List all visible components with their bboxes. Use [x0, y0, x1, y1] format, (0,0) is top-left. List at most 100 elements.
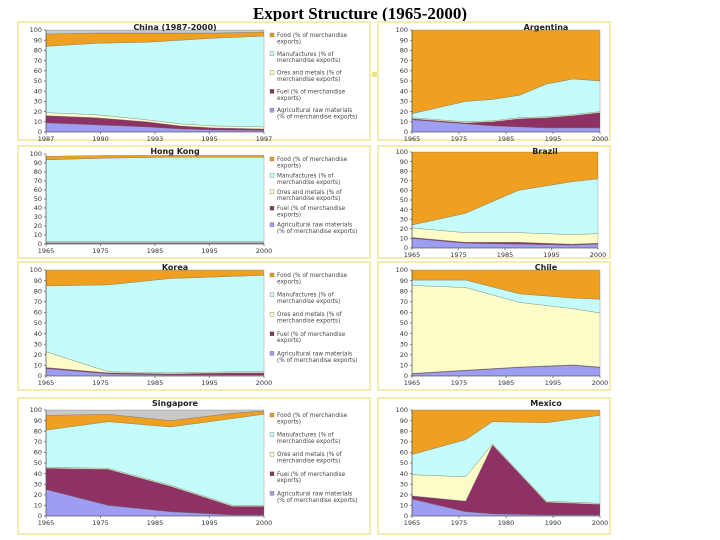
- y-tick-label: 40: [34, 330, 42, 338]
- legend-label: exports): [277, 39, 301, 45]
- y-tick-label: 60: [400, 449, 408, 457]
- y-tick-label: 10: [400, 502, 408, 510]
- legend-swatch: [269, 331, 275, 336]
- y-tick-label: 20: [400, 491, 408, 499]
- legend-label: merchandise exports): [277, 459, 340, 465]
- y-tick-label: 70: [400, 177, 408, 185]
- y-tick-label: 50: [34, 77, 42, 85]
- x-tick-label: 1995: [201, 135, 218, 143]
- y-tick-label: 20: [34, 351, 42, 359]
- area-manufactures: [45, 35, 265, 128]
- x-tick-label: 1995: [201, 247, 218, 255]
- x-tick-label: 1985: [147, 379, 164, 387]
- y-tick-label: 90: [400, 417, 408, 425]
- y-tick-label: 20: [34, 222, 42, 230]
- legend-label: Food (% of merchandise: [277, 413, 348, 419]
- area-food: [411, 29, 601, 114]
- legend-swatch: [269, 206, 275, 211]
- y-tick-label: 100: [396, 266, 408, 274]
- x-tick-label: 1995: [201, 379, 218, 387]
- y-tick-label: 20: [400, 351, 408, 359]
- y-tick-label: 10: [34, 118, 42, 126]
- x-tick-label: 2000: [592, 519, 609, 527]
- y-tick-label: 30: [34, 213, 42, 221]
- x-tick-label: 1985: [147, 247, 164, 255]
- legend-label: exports): [277, 96, 301, 102]
- legend-label: Ores and metals (% of: [277, 190, 343, 196]
- y-tick-label: 100: [30, 150, 42, 158]
- y-tick-label: 50: [400, 319, 408, 327]
- x-tick-label: 2000: [592, 135, 609, 143]
- legend-label: Manufactures (% of: [277, 52, 334, 58]
- y-tick-label: 10: [400, 235, 408, 243]
- y-tick-label: 50: [34, 319, 42, 327]
- y-tick-label: 50: [400, 77, 408, 85]
- area-food: [411, 269, 601, 300]
- legend-label: (% of merchandise exports): [277, 229, 357, 235]
- legend-label: (% of merchandise exports): [277, 115, 357, 121]
- y-tick-label: 100: [396, 406, 408, 414]
- x-tick-label: 1987: [38, 135, 55, 143]
- legend-swatch: [269, 108, 275, 113]
- x-tick-label: 1975: [451, 379, 468, 387]
- y-tick-label: 20: [400, 108, 408, 116]
- y-tick-label: 0: [404, 512, 408, 520]
- legend-label: exports): [277, 213, 301, 219]
- y-tick-label: 90: [34, 36, 42, 44]
- legend-swatch: [269, 32, 275, 38]
- x-tick-label: 2000: [256, 379, 273, 387]
- y-tick-label: 60: [34, 67, 42, 75]
- legend-label: (% of merchandise exports): [277, 358, 357, 364]
- legend-label: Ores and metals (% of: [277, 452, 343, 458]
- panel-title: Singapore: [152, 399, 198, 408]
- x-tick-label: 1975: [92, 519, 109, 527]
- legend-label: Fuel (% of merchandise: [277, 89, 346, 95]
- y-tick-label: 60: [34, 449, 42, 457]
- legend-label: Manufactures (% of: [277, 173, 334, 179]
- legend-label: Food (% of merchandise: [277, 33, 348, 39]
- y-tick-label: 30: [34, 340, 42, 348]
- y-tick-label: 60: [34, 309, 42, 317]
- legend-label: exports): [277, 279, 301, 285]
- legend-label: exports): [277, 478, 301, 484]
- legend-label: Food (% of merchandise: [277, 157, 348, 163]
- legend-swatch: [269, 173, 275, 178]
- x-tick-label: 1985: [147, 519, 164, 527]
- panel-title: Korea: [162, 263, 188, 272]
- y-tick-label: 0: [404, 128, 408, 136]
- legend-label: Agricultural raw materials: [277, 223, 352, 229]
- y-tick-label: 30: [400, 480, 408, 488]
- y-tick-label: 80: [34, 168, 42, 176]
- y-tick-label: 30: [400, 215, 408, 223]
- x-tick-label: 1985: [497, 251, 514, 259]
- y-tick-label: 40: [400, 470, 408, 478]
- y-tick-label: 80: [400, 47, 408, 55]
- legend-label: exports): [277, 338, 301, 344]
- legend-swatch: [269, 156, 275, 162]
- y-tick-label: 100: [396, 26, 408, 34]
- panel-title: China (1987-2000): [133, 23, 216, 32]
- legend-label: Food (% of merchandise: [277, 273, 348, 279]
- y-tick-label: 10: [400, 118, 408, 126]
- y-tick-label: 20: [34, 491, 42, 499]
- y-tick-label: 70: [400, 438, 408, 446]
- area-food: [411, 151, 599, 226]
- y-tick-label: 50: [34, 459, 42, 467]
- x-tick-label: 1995: [545, 379, 562, 387]
- legend-swatch: [269, 272, 275, 278]
- legend-label: merchandise exports): [277, 180, 340, 186]
- legend-swatch: [269, 412, 275, 418]
- legend-label: Fuel (% of merchandise: [277, 332, 346, 338]
- y-tick-label: 40: [34, 87, 42, 95]
- y-tick-label: 100: [30, 406, 42, 414]
- x-tick-label: 2000: [590, 251, 607, 259]
- legend-label: merchandise exports): [277, 77, 340, 83]
- y-tick-label: 0: [38, 240, 42, 248]
- x-tick-label: 1965: [404, 135, 421, 143]
- panel-china-1987-2000: 0 10 20 30 40 50 60 70 80 90 100 1987 1990 1993 1995 19…: [17, 21, 371, 143]
- legend-label: merchandise exports): [277, 439, 340, 445]
- y-tick-label: 70: [400, 57, 408, 65]
- y-tick-label: 100: [30, 26, 42, 34]
- x-tick-label: 1975: [451, 135, 468, 143]
